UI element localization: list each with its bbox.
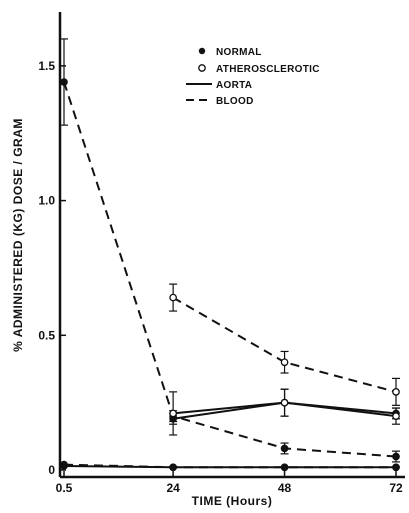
series-normal-blood-line [63, 81, 397, 458]
data-point-normal [169, 463, 177, 472]
data-point-athero [280, 398, 289, 407]
legend-aorta-label: AORTA [216, 80, 252, 91]
y-tick-label: 1.5 [38, 59, 55, 73]
series-athero-blood-line [172, 296, 397, 393]
legend-normal-label: NORMAL [216, 47, 262, 58]
legend: NORMAL ATHEROSCLEROTIC AORTA BLOOD [186, 47, 320, 107]
data-point-athero [280, 358, 289, 367]
y-tick-label: 0 [48, 463, 55, 477]
plot-frame [58, 12, 405, 479]
x-axis-title: TIME (Hours) [192, 494, 273, 508]
data-point-athero [392, 412, 400, 420]
data-point-normal [392, 452, 400, 461]
series-normal-baseline-line [63, 463, 396, 469]
y-tick-label: 0.5 [38, 328, 55, 342]
y-axis-title: % ADMINISTERED (KG) DOSE / GRAM [11, 118, 25, 352]
x-tick-label: 72 [389, 481, 403, 495]
x-tick-label: 0.5 [56, 481, 73, 495]
x-tick-label: 24 [166, 481, 180, 495]
data-point-normal [280, 444, 289, 453]
x-tick-label: 48 [278, 481, 292, 495]
data-point-athero [392, 388, 400, 396]
data-point-athero [169, 409, 177, 418]
data-point-athero [169, 293, 177, 302]
data-point-normal [392, 463, 400, 472]
legend-athero-marker [198, 64, 206, 72]
data-point-normal [280, 463, 289, 472]
series-layer [63, 81, 397, 469]
data-point-normal [60, 460, 68, 469]
marker-layer [60, 38, 400, 472]
data-point-normal [60, 78, 68, 86]
legend-blood-label: BLOOD [216, 96, 254, 107]
y-tick-label: 1.0 [38, 194, 55, 208]
legend-normal-marker [198, 47, 206, 55]
legend-athero-label: ATHEROSCLEROTIC [216, 64, 320, 75]
